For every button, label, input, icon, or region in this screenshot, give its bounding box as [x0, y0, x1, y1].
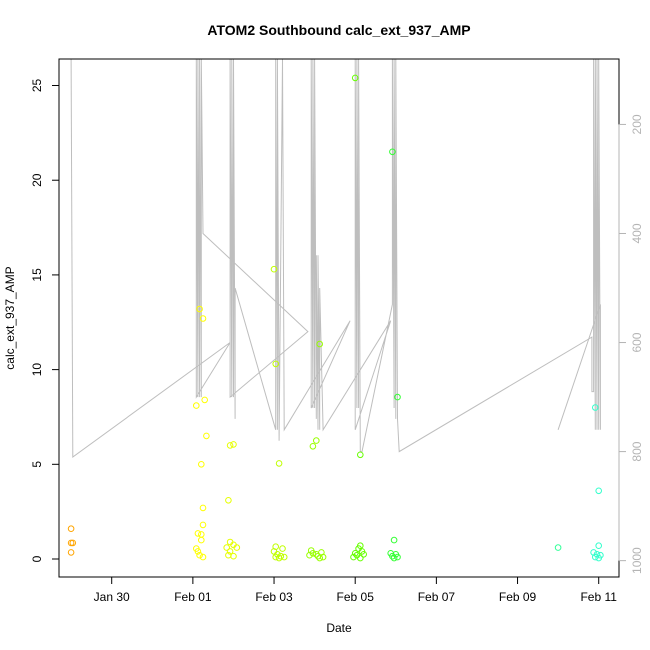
y-tick-label: 10	[30, 363, 44, 377]
x-tick-label: Jan 30	[94, 590, 130, 604]
data-point	[309, 443, 317, 450]
y-axis-right: 200 400 600 800 1000	[618, 114, 644, 574]
y-right-tick-label: 800	[630, 441, 644, 461]
data-point	[313, 437, 320, 444]
data-point	[389, 148, 396, 156]
data-point	[196, 551, 203, 559]
y-right-tick-label: 200	[630, 114, 644, 134]
data-point	[595, 542, 603, 550]
y-tick-label: 0	[30, 555, 44, 562]
data-point	[319, 553, 327, 561]
data-point	[201, 396, 208, 404]
y-right-tick-label: 400	[630, 223, 644, 243]
data-point	[233, 544, 241, 551]
data-point	[390, 554, 398, 562]
data-point	[595, 487, 603, 495]
data-point	[223, 544, 230, 551]
data-point	[316, 340, 324, 348]
data-point	[316, 554, 324, 562]
x-tick-label: Feb 05	[337, 590, 375, 604]
data-point	[595, 554, 603, 562]
data-point	[230, 441, 237, 448]
x-axis: Jan 30 Feb 01 Feb 03 Feb 05 Feb 07 Feb 09 Feb …	[94, 576, 617, 604]
plot-frame	[58, 58, 620, 578]
data-point	[279, 545, 286, 552]
data-point	[394, 553, 401, 561]
data-point	[394, 393, 401, 401]
data-point	[69, 539, 77, 547]
data-point	[226, 548, 234, 555]
data-point	[199, 504, 207, 512]
y-right-tick-label: 1000	[630, 547, 644, 574]
data-point	[351, 74, 359, 82]
data-point	[67, 525, 75, 533]
secondary-line-layer	[70, 58, 601, 458]
data-point	[350, 553, 357, 561]
data-point	[203, 432, 210, 440]
data-point	[230, 552, 237, 560]
data-point	[270, 265, 278, 273]
data-point	[272, 360, 280, 368]
data-point	[275, 460, 283, 467]
data-point	[225, 497, 232, 504]
data-point	[275, 554, 283, 562]
data-point	[194, 548, 202, 555]
y-axis-left: 0 5 10 15 20 25	[30, 79, 60, 562]
y-right-tick-label: 600	[630, 332, 644, 352]
data-point	[198, 461, 205, 468]
x-tick-label: Feb 11	[580, 590, 617, 604]
data-point	[194, 530, 202, 537]
x-axis-label: Date	[326, 621, 352, 635]
data-point	[357, 554, 364, 562]
data-point	[351, 550, 359, 557]
data-point	[193, 402, 200, 409]
data-point	[196, 305, 203, 313]
data-point	[199, 553, 207, 561]
data-point	[306, 551, 313, 559]
data-point	[199, 521, 207, 529]
x-tick-label: Feb 07	[418, 590, 456, 604]
data-point	[198, 536, 205, 544]
chart-title: ATOM2 Southbound calc_ext_937_AMP	[207, 22, 470, 38]
data-point	[67, 549, 75, 556]
x-tick-label: Feb 01	[174, 590, 212, 604]
data-point	[592, 553, 599, 561]
data-point	[390, 536, 398, 544]
y-tick-label: 15	[30, 268, 44, 282]
data-point	[357, 451, 364, 459]
data-point	[360, 551, 368, 558]
data-point	[272, 553, 280, 561]
data-point	[592, 404, 599, 411]
data-point	[199, 315, 207, 322]
secondary-series-line	[70, 58, 601, 458]
y-axis-label: calc_ext_937_AMP	[3, 266, 17, 369]
x-tick-label: Feb 09	[499, 590, 537, 604]
data-point	[309, 550, 317, 557]
y-tick-label: 25	[30, 79, 44, 93]
data-point	[554, 544, 562, 551]
y-tick-label: 20	[30, 173, 44, 187]
data-point	[313, 551, 320, 558]
data-point	[198, 531, 205, 538]
data-point	[226, 442, 234, 449]
x-tick-label: Feb 03	[255, 590, 293, 604]
points-layer	[67, 74, 604, 562]
y-tick-label: 5	[30, 461, 44, 468]
